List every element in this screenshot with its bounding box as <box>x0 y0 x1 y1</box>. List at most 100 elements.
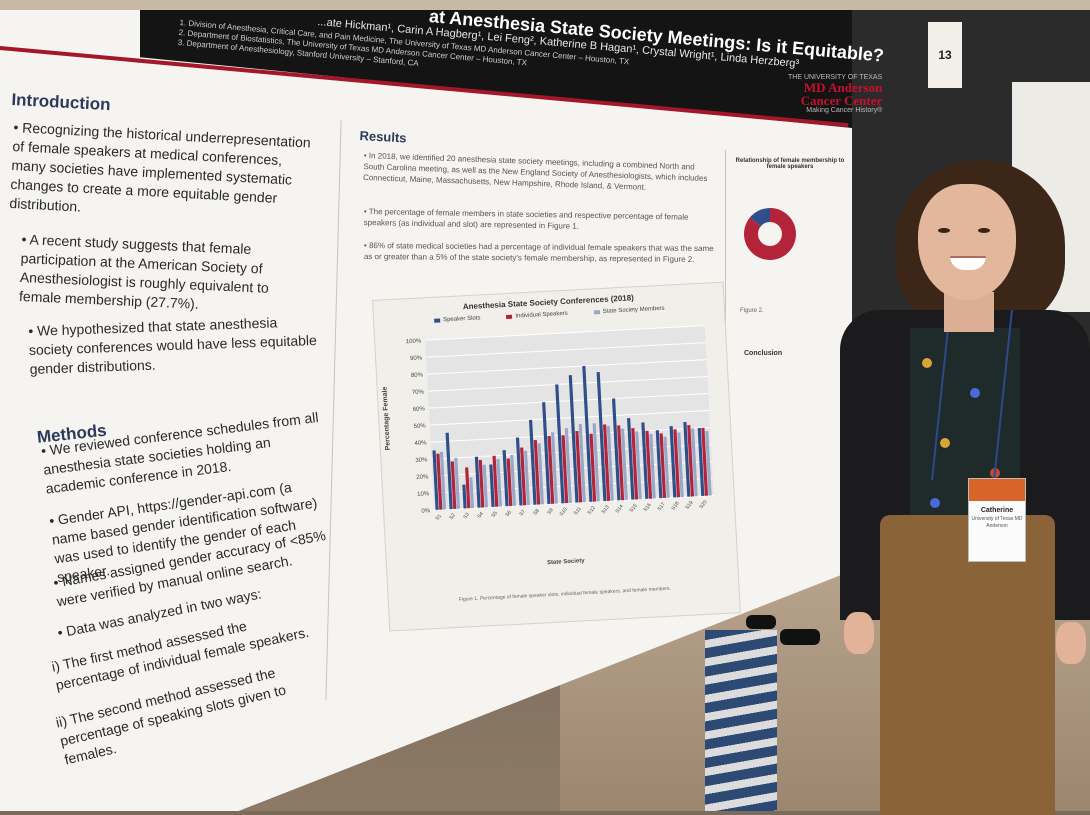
bar <box>469 477 475 509</box>
bar <box>683 421 691 497</box>
bar <box>677 432 684 498</box>
bar <box>592 423 600 502</box>
y-tick-label: 40% <box>414 440 427 447</box>
bar <box>465 467 471 509</box>
gridline <box>429 410 710 426</box>
logo-line1: THE UNIVERSITY OF TEXAS <box>788 74 883 81</box>
y-tick-label: 90% <box>410 355 423 362</box>
bar <box>655 430 663 499</box>
bar <box>669 426 677 498</box>
bar <box>533 439 541 505</box>
intro-bullet: • Recognizing the historical underrepres… <box>9 118 312 215</box>
bar <box>617 425 625 501</box>
gridline <box>427 376 708 392</box>
x-tick-label: S16 <box>643 502 653 513</box>
conclusion-heading: Conclusion <box>744 350 783 357</box>
bar <box>492 455 499 507</box>
y-tick-label: 20% <box>416 474 429 481</box>
bar <box>454 457 461 509</box>
left-hand <box>844 612 874 654</box>
bar <box>659 433 667 499</box>
flower-print <box>940 438 950 448</box>
bar <box>436 453 443 510</box>
bar <box>627 418 635 500</box>
bar <box>631 428 639 500</box>
bar <box>641 422 649 499</box>
flower-print <box>970 388 980 398</box>
shoe <box>746 615 776 629</box>
x-tick-label: S11 <box>573 506 583 517</box>
gridline <box>425 325 705 341</box>
gridline <box>428 393 709 409</box>
bar <box>496 458 502 507</box>
badge-affiliation: University of Texas MD Anderson <box>971 516 1023 529</box>
bar <box>555 384 565 504</box>
y-tick-label: 10% <box>417 491 430 498</box>
y-tick-label: 60% <box>413 406 426 413</box>
bar <box>568 375 579 503</box>
presenter: Catherine University of Texas MD Anderso… <box>840 160 1090 815</box>
bar-chart-plot: 0% 10% 20% 30% 40% 50% 60% 70% 80% 90% 100% S1 S2 S3 S… <box>406 325 714 522</box>
bar <box>542 402 551 505</box>
x-tick-label: S7 <box>518 509 527 518</box>
x-tick-label: S19 <box>684 500 694 511</box>
legend-swatch <box>434 318 441 323</box>
gridline <box>426 342 706 358</box>
legend-swatch <box>506 314 513 319</box>
figure-caption: Figure 1. Percentage of female speaker s… <box>458 585 672 603</box>
bar <box>489 464 495 508</box>
bar <box>561 435 569 504</box>
pie-chart <box>744 208 796 260</box>
eye <box>978 228 990 233</box>
bar <box>537 443 544 505</box>
bar <box>582 365 593 502</box>
bar <box>439 451 447 510</box>
sub-bullet-marker: ii) <box>54 712 69 731</box>
intro-bullet: • We hypothesized that state anesthesia … <box>28 314 318 377</box>
bar <box>523 450 530 506</box>
x-tick-label: S3 <box>462 512 471 521</box>
bar <box>506 458 513 507</box>
bar <box>589 433 597 502</box>
x-tick-label: S5 <box>490 510 499 519</box>
logo-tagline: Making Cancer History® <box>806 107 883 114</box>
y-tick-label: 0% <box>421 508 431 514</box>
legend-item: Speaker Slots <box>434 315 481 323</box>
y-tick-label: 80% <box>411 372 424 379</box>
bar <box>697 427 705 497</box>
bar <box>701 427 709 496</box>
x-tick-label: S17 <box>657 501 667 512</box>
bar <box>687 425 695 497</box>
passerby-legs <box>740 585 830 655</box>
name-badge: Catherine University of Texas MD Anderso… <box>968 478 1026 562</box>
x-tick-label: S2 <box>448 512 457 521</box>
shoe <box>780 629 820 645</box>
gridline <box>430 426 711 443</box>
badge-name: Catherine <box>980 507 1014 514</box>
face <box>918 184 1016 300</box>
logo-line3: Cancer Center <box>800 93 883 108</box>
y-tick-label: 50% <box>414 423 427 430</box>
bar <box>502 450 509 507</box>
trousers <box>880 515 1055 815</box>
results-heading: Results <box>359 128 407 146</box>
y-tick-label: 100% <box>406 338 422 345</box>
bar <box>673 429 681 498</box>
flower-print <box>990 468 1000 478</box>
x-tick-label: S6 <box>504 509 513 518</box>
gridline <box>426 359 707 375</box>
bar <box>520 447 527 506</box>
bar <box>515 437 523 506</box>
bar <box>690 428 698 497</box>
bar <box>564 428 572 503</box>
x-tick-label: S18 <box>671 501 681 512</box>
ceiling-strip <box>0 0 1090 10</box>
bar <box>578 423 586 503</box>
bar <box>478 459 485 508</box>
x-tick-label: S12 <box>587 505 597 516</box>
x-tick-label: S10 <box>559 506 569 517</box>
legend-swatch <box>593 310 600 315</box>
bar <box>551 432 558 504</box>
flower-print <box>930 498 940 508</box>
x-tick-label: S4 <box>476 511 485 520</box>
